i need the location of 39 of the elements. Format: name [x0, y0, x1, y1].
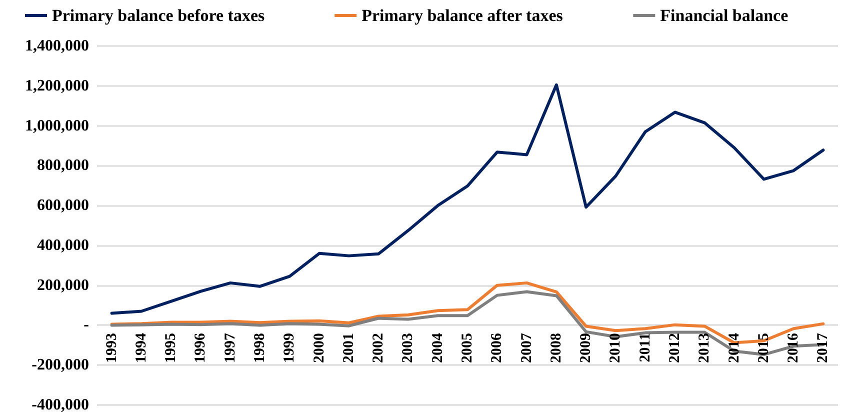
x-tick-label: 2010 — [608, 333, 624, 363]
x-tick-label: 1997 — [222, 332, 238, 363]
x-tick-label: 2012 — [666, 333, 683, 363]
x-tick-label: 1994 — [133, 332, 150, 363]
x-tick-label: 1999 — [282, 333, 298, 363]
line-series — [110, 83, 825, 315]
legend-label: Financial balance — [660, 6, 789, 25]
y-tick-label: 1,000,000 — [25, 117, 89, 134]
y-tick-label: 1,200,000 — [25, 77, 89, 94]
x-tick-label: 2000 — [311, 333, 328, 363]
y-tick-label: 200,000 — [37, 276, 89, 294]
y-tick-label: - — [84, 316, 89, 334]
x-tick-label: 2014 — [726, 332, 742, 363]
x-tick-label: 2002 — [370, 333, 387, 363]
x-tick-label: 2015 — [756, 333, 772, 363]
x-tick-label: 2004 — [430, 332, 446, 363]
legend-label: Primary balance after taxes — [362, 6, 564, 25]
x-tick-label: 2007 — [518, 332, 535, 363]
y-tick-label: -200,000 — [32, 356, 89, 374]
x-tick-label: 1995 — [163, 333, 180, 363]
x-tick-label: 2009 — [578, 333, 594, 363]
x-tick-label: 2001 — [340, 333, 357, 363]
y-tick-label: 800,000 — [37, 157, 89, 174]
x-tick-label: 2005 — [460, 333, 476, 363]
x-tick-label: 1996 — [192, 332, 209, 363]
x-tick-label: 2006 — [489, 332, 506, 363]
x-tick-label: 1993 — [104, 333, 120, 363]
y-tick-label: 600,000 — [37, 197, 89, 214]
x-tick-label: 2003 — [400, 333, 416, 363]
x-tick-label: 2008 — [548, 333, 564, 363]
legend-label: Primary balance before taxes — [52, 6, 265, 25]
y-tick-label: 1,400,000 — [25, 38, 89, 54]
x-tick-label: 2011 — [637, 333, 654, 362]
x-tick-label: 2017 — [815, 332, 832, 363]
y-tick-label: 400,000 — [37, 236, 89, 254]
x-tick-label: 1998 — [252, 333, 268, 363]
x-tick-label: 2013 — [696, 333, 713, 363]
x-tick-label: 2016 — [786, 332, 802, 363]
y-tick-label: -400,000 — [32, 396, 89, 413]
